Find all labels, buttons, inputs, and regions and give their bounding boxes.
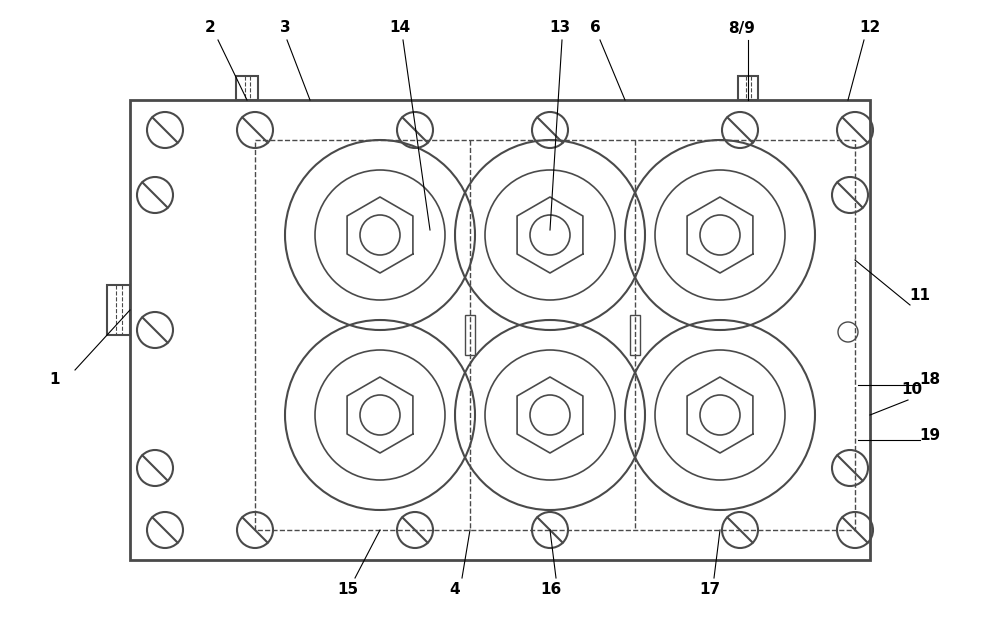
Bar: [107, 285, 130, 335]
Bar: [255, 140, 855, 530]
Text: 19: 19: [919, 428, 941, 443]
Bar: [465, 315, 475, 355]
Text: 4: 4: [450, 583, 460, 598]
Text: 14: 14: [389, 20, 411, 35]
Text: 10: 10: [901, 383, 923, 397]
Text: 8/9: 8/9: [729, 20, 755, 35]
Text: 11: 11: [910, 288, 930, 303]
Text: 6: 6: [590, 20, 600, 35]
Text: 17: 17: [699, 583, 721, 598]
Text: 3: 3: [280, 20, 290, 35]
Text: 1: 1: [50, 373, 60, 388]
Bar: [630, 315, 640, 355]
Bar: [236, 76, 258, 100]
Text: 12: 12: [859, 20, 881, 35]
Bar: [738, 76, 758, 100]
Bar: [130, 100, 870, 560]
Text: 16: 16: [540, 583, 562, 598]
Text: 13: 13: [549, 20, 571, 35]
Text: 15: 15: [337, 583, 359, 598]
Text: 2: 2: [205, 20, 215, 35]
Text: 18: 18: [919, 373, 941, 388]
